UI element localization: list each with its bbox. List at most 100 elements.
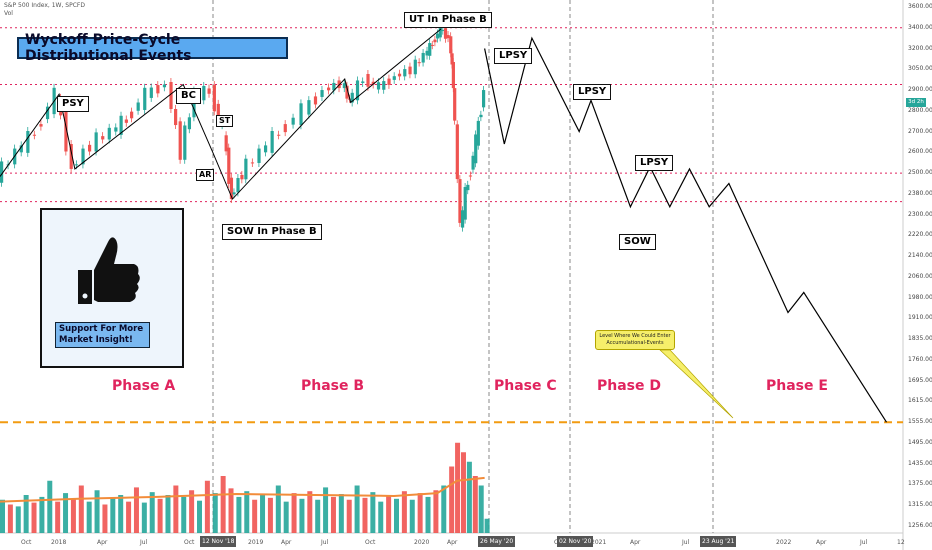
candle-body [436, 33, 440, 39]
candle-body [81, 148, 85, 165]
candle-body [119, 115, 123, 135]
current-price-tag: 3d 2h [906, 98, 926, 107]
candle-body [342, 83, 346, 89]
x-tick-label: Jul [140, 539, 148, 546]
volume-bar [267, 497, 273, 533]
x-tick-label: Oct [365, 539, 376, 546]
x-tick-label: 2019 [248, 539, 264, 546]
y-tick-label: 2500.00 [908, 169, 932, 177]
candle-body [438, 25, 442, 38]
projection-path [484, 36, 888, 423]
volume-bar [472, 476, 478, 533]
volume-ma-line [0, 476, 485, 503]
candle-body [455, 124, 459, 180]
y-tick-label: 2800.00 [908, 106, 932, 114]
candle-body [232, 192, 236, 195]
candle-body [479, 114, 483, 118]
volume-bar [204, 480, 210, 533]
thumbs-up-icon [78, 237, 140, 304]
candle-body [443, 28, 448, 39]
x-tick-label: Apr [447, 539, 458, 546]
x-tick-label: 2022 [776, 539, 792, 546]
volume-bar [362, 497, 368, 533]
candle-body [149, 87, 153, 98]
volume-bar [133, 487, 139, 533]
candle-body [212, 85, 216, 112]
volume-bar [409, 499, 415, 533]
volume-bar [283, 501, 289, 533]
candle-body [387, 78, 391, 85]
candle-body [156, 85, 160, 94]
candle-body [466, 184, 470, 191]
volume-bar [165, 495, 171, 533]
candle-body [366, 73, 370, 87]
volume-bar [110, 497, 116, 533]
volume-bar [378, 501, 384, 533]
candle-body [0, 161, 4, 183]
y-tick-label: 1375.00 [908, 480, 932, 488]
volume-bar [346, 499, 352, 533]
volume-bar [31, 502, 37, 533]
candle-body [250, 162, 255, 164]
candle-body [87, 144, 92, 152]
candle-body [229, 177, 234, 200]
y-tick-label: 1555.00 [908, 418, 932, 426]
volume-bar [228, 488, 234, 533]
volume-bar [15, 506, 21, 533]
candle-body [283, 124, 287, 133]
y-tick-label: 1495.00 [908, 438, 932, 446]
volume-bar [197, 500, 202, 533]
volume-bar [330, 496, 336, 533]
y-tick-label: 2220.00 [908, 231, 932, 239]
volume-bar [102, 504, 108, 533]
x-tick-label: Oct [184, 539, 195, 546]
volume-bar [478, 485, 484, 533]
x-tick-label: 12 [897, 539, 905, 546]
volume-bar [157, 498, 163, 533]
x-tick-label: 2021 [591, 539, 607, 546]
candle-body [39, 124, 43, 127]
candle-body [130, 111, 134, 119]
note-pointer [659, 349, 734, 419]
candle-body [45, 106, 50, 120]
candle-body [162, 84, 167, 88]
candle-body [236, 178, 240, 193]
volume-bar [39, 496, 45, 533]
candle-body [183, 125, 187, 160]
candle-body [453, 88, 457, 121]
x-tick-label: Apr [630, 539, 641, 546]
y-tick-label: 2600.00 [908, 148, 932, 156]
candle-body [216, 103, 220, 118]
candle-body [114, 127, 118, 132]
volume-bar [0, 499, 5, 533]
candle-body [299, 103, 303, 126]
x-date-marker: 02 Nov '20 [557, 536, 594, 547]
volume-bar [386, 495, 392, 533]
y-tick-label: 1615.00 [908, 397, 932, 405]
chart-title: Wyckoff Price-Cycle Distributional Event… [17, 32, 288, 64]
volume-bar [291, 493, 297, 533]
volume-bar [189, 490, 195, 533]
candle-body [202, 85, 206, 101]
phase-e-label: Phase E [766, 378, 828, 394]
candle-body [19, 145, 23, 153]
wyckoff-trend-line [0, 28, 442, 200]
x-tick-label: Apr [281, 539, 292, 546]
volume-bar [401, 491, 407, 533]
candle-body [94, 132, 98, 152]
y-tick-label: 1760.00 [908, 355, 932, 363]
volume-bar [354, 485, 360, 533]
volume-bar [173, 485, 179, 533]
volume-bar [275, 485, 281, 533]
candle-body [413, 59, 417, 75]
candle-body [417, 62, 421, 64]
candle-body [32, 134, 37, 136]
candle-body [468, 175, 473, 177]
candle-body [376, 82, 381, 90]
phase-a-label: Phase A [112, 378, 176, 394]
candle-body [270, 131, 274, 153]
label-psy: PSY [57, 96, 89, 112]
candle-body [408, 66, 412, 75]
x-tick-label: Jul [682, 539, 690, 546]
